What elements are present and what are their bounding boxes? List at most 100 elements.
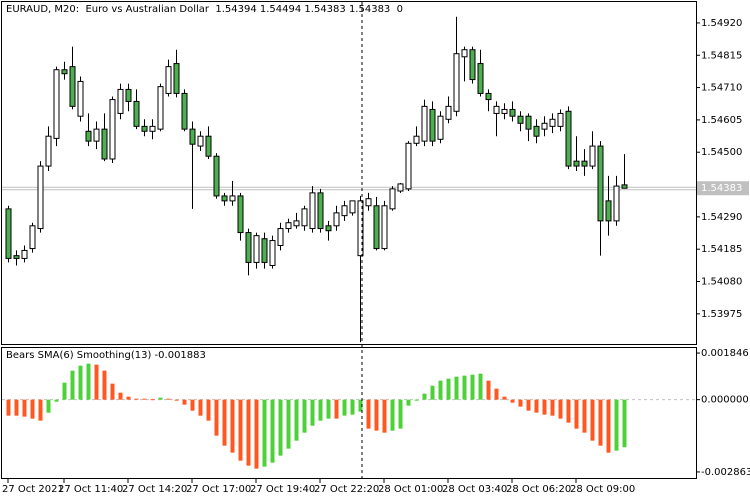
candle-body: [413, 135, 420, 144]
last-price-label: 1.54383: [701, 183, 742, 194]
candle-body: [373, 205, 380, 250]
y-tick-label: 1.54920: [701, 18, 742, 29]
histogram-bar: [86, 363, 91, 400]
histogram-bar: [318, 399, 323, 421]
candle-body: [29, 225, 36, 250]
indicator-title: Bears SMA(6) Smoothing(13) -0.001883: [6, 350, 206, 361]
candle-body: [13, 255, 20, 259]
y-tick-label: 1.53975: [701, 309, 742, 320]
histogram-bar: [262, 399, 267, 467]
candle-body: [237, 195, 244, 234]
histogram-bar: [326, 399, 331, 419]
histogram-bar: [526, 399, 531, 411]
candle-body: [5, 208, 12, 259]
histogram-bar: [134, 398, 139, 400]
histogram-bar: [238, 399, 243, 461]
candle-body: [469, 49, 476, 81]
histogram-bar: [54, 399, 59, 402]
candle-body: [557, 112, 564, 127]
candle-body: [253, 235, 260, 263]
candle-body: [477, 63, 484, 94]
histogram-bar: [414, 399, 419, 401]
candle-body: [485, 92, 492, 101]
histogram-bar: [430, 385, 435, 400]
candle-body: [597, 145, 604, 222]
candle-body: [53, 69, 60, 139]
candle-body: [301, 208, 308, 227]
candle-body: [205, 135, 212, 157]
histogram-bar: [30, 399, 35, 419]
histogram-bar: [302, 399, 307, 433]
histogram-bar: [174, 399, 179, 401]
histogram-bar: [214, 399, 219, 436]
histogram-bar: [446, 378, 451, 400]
candle-body: [517, 115, 524, 124]
candle-body: [125, 88, 132, 102]
candle-body: [349, 200, 356, 214]
histogram-bar: [350, 399, 355, 415]
histogram-bar: [542, 399, 547, 415]
candle-body: [277, 228, 284, 246]
candle-body: [437, 115, 444, 140]
histogram-bar: [254, 399, 259, 469]
candle-body: [613, 185, 620, 222]
histogram-bar: [534, 399, 539, 413]
candle-body: [381, 205, 388, 250]
candle-body: [621, 184, 628, 189]
histogram-bar: [566, 399, 571, 423]
candle-body: [325, 225, 332, 232]
histogram-bar: [574, 399, 579, 429]
candle-body: [189, 128, 196, 145]
candle-body: [397, 183, 404, 192]
candle-body: [389, 188, 396, 210]
histogram-bar: [22, 399, 27, 417]
histogram-bar: [198, 399, 203, 416]
histogram-bar: [126, 396, 131, 400]
x-tick-label: 27 Oct 14:20: [122, 484, 187, 495]
candle-body: [365, 198, 372, 207]
x-tick-label: 28 Oct 06:20: [506, 484, 571, 495]
y-tick-label: 1.54290: [701, 212, 742, 223]
x-tick-label: 28 Oct 09:00: [570, 484, 635, 495]
histogram-bar: [478, 373, 483, 400]
candle-body: [605, 200, 612, 222]
histogram-bar: [222, 399, 227, 446]
histogram-bar: [110, 383, 115, 400]
candle-body: [533, 125, 540, 137]
candle-body: [69, 66, 76, 107]
candle-body: [157, 86, 164, 130]
candle-body: [445, 105, 452, 120]
candle-body: [341, 205, 348, 217]
histogram-bar: [462, 375, 467, 400]
histogram-bar: [310, 399, 315, 426]
candle-body: [21, 249, 28, 259]
histogram-bar: [206, 399, 211, 421]
candle-body: [525, 115, 532, 130]
histogram-bar: [70, 370, 75, 400]
x-tick-label: 27 Oct 19:40: [250, 484, 315, 495]
histogram-bar: [190, 399, 195, 411]
histogram-bar: [6, 399, 11, 416]
histogram-bar: [62, 382, 67, 400]
last-price-box: [697, 181, 749, 196]
histogram-bar: [166, 398, 171, 400]
histogram-bar: [550, 399, 555, 416]
histogram-bar: [182, 399, 187, 405]
histogram-bar: [358, 399, 363, 412]
candle-body: [85, 130, 92, 142]
histogram-bar: [334, 399, 339, 419]
histogram-bar: [342, 399, 347, 416]
candle-body: [261, 238, 268, 263]
candle-body: [589, 145, 596, 167]
histogram-bar: [502, 396, 507, 400]
candle-body: [77, 80, 84, 117]
candle-body: [421, 105, 428, 142]
histogram-bar: [46, 399, 51, 413]
histogram-bar: [158, 397, 163, 400]
x-tick-label: 28 Oct 01:00: [378, 484, 443, 495]
y-tick-label: 1.54185: [701, 244, 742, 255]
x-tick-label: 27 Oct 2021: [2, 484, 64, 495]
main-panel: [1, 1, 697, 345]
candle-body: [549, 118, 556, 127]
